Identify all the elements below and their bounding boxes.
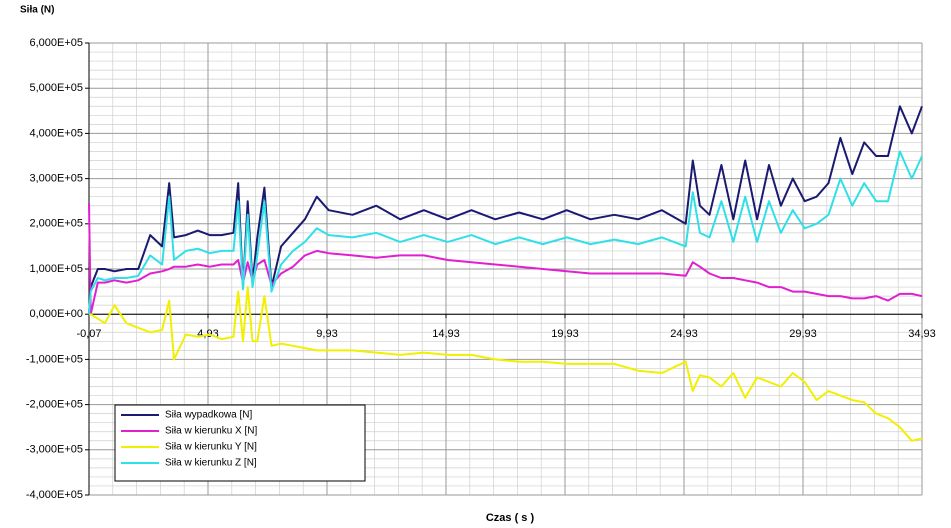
legend: Siła wypadkowa [N] Siła w kierunku X [N] S… [114,404,366,482]
series-line [88,203,923,316]
series-line [88,150,923,315]
y-tick-label: -4,000E+05 [26,489,83,501]
x-tick-label: 14,93 [432,328,460,340]
x-tick-label: 9,93 [316,328,337,340]
y-tick-label: 0,000E+00 [29,308,83,320]
x-tick-label: 24,93 [670,328,698,340]
legend-label: Siła w kierunku X [N] [165,426,257,437]
y-tick-label: -3,000E+05 [26,444,83,456]
legend-label: Siła wypadkowa [N] [165,410,252,421]
y-tick-label: -2,000E+05 [26,399,83,411]
x-tick-label: 29,93 [789,328,817,340]
y-tick-label: 1,000E+05 [29,263,83,275]
series-line [88,105,923,315]
y-tick-label: 2,000E+05 [29,218,83,230]
x-axis-label: Czas ( s ) [486,512,535,524]
legend-label: Siła w kierunku Z [N] [165,458,257,469]
series-line [89,286,923,442]
x-tick-label: 34,93 [908,328,936,340]
y-tick-label: 6,000E+05 [29,37,83,49]
y-tick-label: 5,000E+05 [29,82,83,94]
y-tick-label: 4,000E+05 [29,127,83,139]
chart-title: Siła (N) [20,5,54,16]
y-tick-label: 3,000E+05 [29,173,83,185]
y-tick-label: -1,000E+05 [26,353,83,365]
x-tick-label: 19,93 [551,328,579,340]
legend-label: Siła w kierunku Y [N] [165,442,257,453]
legend-box [114,404,366,482]
